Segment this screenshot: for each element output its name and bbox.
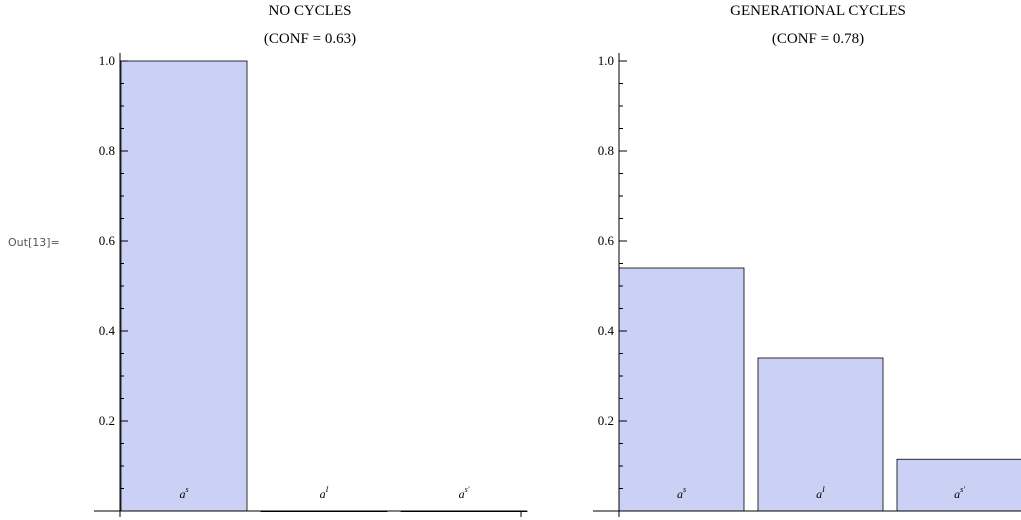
y-tick-label: 0.4 xyxy=(99,323,116,338)
bar-0 xyxy=(618,267,745,512)
y-tick-label: 0.6 xyxy=(598,233,615,248)
bar-2 xyxy=(896,458,1021,512)
category-label: as' xyxy=(954,485,965,501)
y-tick-label: 0.8 xyxy=(598,143,614,158)
chart-generational-cycles: GENERATIONAL CYCLES (CONF = 0.78) as aI as… xyxy=(593,3,1021,517)
y-tick-label: 1.0 xyxy=(99,53,115,68)
category-label: aI xyxy=(816,485,825,501)
y-tick-label: 1.0 xyxy=(598,53,614,68)
category-label: as' xyxy=(459,485,470,501)
y-tick-label: 0.2 xyxy=(99,413,115,428)
chart-title: GENERATIONAL CYCLES xyxy=(730,3,906,19)
y-tick-label: 0.2 xyxy=(598,413,614,428)
out-cell-label: Out[13]= xyxy=(8,236,60,249)
category-label: as xyxy=(677,485,686,501)
chart-subtitle: (CONF = 0.78) xyxy=(772,31,864,47)
bar-0 xyxy=(120,60,248,512)
y-tick-label: 0.4 xyxy=(598,323,615,338)
y-tick-label: 0.8 xyxy=(99,143,115,158)
y-tick-label: 0.6 xyxy=(99,233,116,248)
category-label: aI xyxy=(320,485,329,501)
bar-1 xyxy=(757,357,884,512)
chart-title: NO CYCLES xyxy=(269,3,352,19)
chart-no-cycles: NO CYCLES (CONF = 0.63) as aI as' 0.2 0.4 0.6… xyxy=(94,3,528,517)
category-label: as xyxy=(179,485,188,501)
chart-subtitle: (CONF = 0.63) xyxy=(264,31,356,47)
